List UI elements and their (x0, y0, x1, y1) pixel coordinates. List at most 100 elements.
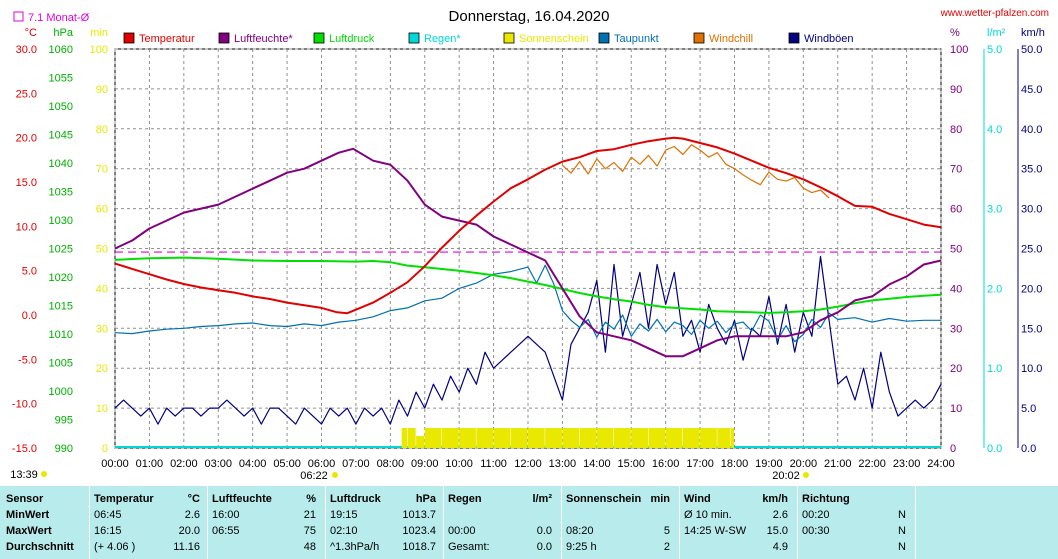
stats-cell: N (898, 541, 906, 553)
stats-header-row: Wind km/h (684, 491, 788, 507)
series-sonnenschein-bar (459, 428, 476, 448)
stats-cell: Ø 10 min. (684, 509, 732, 521)
x-tick-label: 06:00 (308, 458, 336, 470)
stats-cell: ^1.3hPa/h (330, 541, 380, 553)
temp-axis-tick: 20.0 (16, 133, 37, 145)
stats-header-row: Luftfeuchte% (212, 491, 316, 507)
stats-row (448, 507, 552, 523)
x-tick-label: 23:00 (893, 458, 921, 470)
stats-cell: 08:20 (566, 525, 594, 537)
temp-axis-unit: °C (25, 27, 37, 39)
stats-separator (679, 486, 680, 559)
stats-column: Sensor MinWert MaxWert Durchschnitt (6, 491, 88, 555)
series-sonnenschein-bar (407, 428, 416, 448)
stats-row: 16:15 20.0 (94, 523, 200, 539)
stats-cell: MinWert (6, 509, 50, 521)
rain-axis-tick: 4.0 (987, 124, 1002, 136)
series-sonnenschein-bar (731, 428, 734, 448)
stats-row: N (802, 539, 906, 555)
sunrise-icon (332, 472, 338, 478)
stats-cell: 06:45 (94, 509, 122, 521)
series-taupunkt-line (114, 264, 941, 343)
x-tick-label: 14:00 (583, 458, 611, 470)
stats-row: 08:20 5 (566, 523, 670, 539)
legend-label: Windböen (804, 33, 854, 45)
stats-row: 06:55 75 (212, 523, 316, 539)
stats-cell: Temperatur (94, 493, 154, 505)
wind-axis-tick: 25.0 (1021, 244, 1042, 256)
stats-header-row: Sensor (6, 491, 88, 507)
wind-axis-tick: 30.0 (1021, 204, 1042, 216)
stats-cell: N (898, 509, 906, 521)
stats-cell: Richtung (802, 493, 850, 505)
stats-cell: 2 (663, 541, 670, 553)
stats-cell (802, 539, 872, 555)
legend-label: Luftdruck (329, 33, 375, 45)
humidity-axis-tick: 30 (950, 323, 962, 335)
x-tick-label: 01:00 (136, 458, 164, 470)
sunset-label: 20:02 (772, 470, 800, 482)
stats-header-row: Regen l/m² (448, 491, 552, 507)
stats-separator (915, 486, 916, 559)
series-sonnenschein-bar (631, 428, 648, 448)
x-tick-label: 07:00 (342, 458, 370, 470)
humidity-axis-tick: 50 (950, 244, 962, 256)
rain-axis-unit: l/m² (987, 27, 1006, 39)
legend-label: Luftfeuchte* (234, 33, 293, 45)
stats-column: Regen l/m² 00:00 0.0 Gesamt: 0.0 (448, 491, 552, 555)
sun-axis-tick: 100 (90, 44, 108, 56)
stats-cell: Luftfeuchte (212, 493, 272, 505)
chart-title: Donnerstag, 16.04.2020 (449, 8, 610, 25)
wind-axis-tick: 40.0 (1021, 124, 1042, 136)
stats-cell: 00:20 (802, 509, 830, 521)
humidity-axis-tick: 20 (950, 363, 962, 375)
humidity-axis-tick: 70 (950, 164, 962, 176)
stats-row: MaxWert (6, 523, 88, 539)
stats-column: Temperatur °C 06:45 2.6 16:15 20.0 (+ 4.06 ) 11… (94, 491, 200, 555)
stats-header-row: Luftdruck hPa (330, 491, 436, 507)
stats-cell (508, 507, 552, 523)
stats-separator (797, 486, 798, 559)
stats-cell: km/h (762, 493, 788, 505)
stats-cell: Sonnenschein (566, 493, 642, 505)
stats-header-row: Sonnenschein min (566, 491, 670, 507)
temp-axis-tick: 30.0 (16, 44, 37, 56)
series-sonnenschein-bar (476, 428, 494, 448)
sun-axis-tick: 40 (96, 283, 108, 295)
stats-separator (89, 486, 90, 559)
pressure-axis-unit: hPa (53, 27, 73, 39)
x-tick-label: 20:00 (790, 458, 818, 470)
sun-axis-tick: 50 (96, 244, 108, 256)
humidity-axis-tick: 0 (950, 443, 956, 455)
stats-cell: 00:00 (448, 525, 476, 537)
sun-axis-tick: 20 (96, 363, 108, 375)
stats-cell: (+ 4.06 ) (94, 541, 136, 553)
pressure-axis-tick: 995 (55, 415, 73, 427)
rain-axis-tick: 2.0 (987, 283, 1002, 295)
series-sonnenschein-bar (579, 428, 597, 448)
temp-axis-tick: 15.0 (16, 177, 37, 189)
temp-axis-tick: 5.0 (22, 266, 37, 278)
stats-cell: 1023.4 (402, 525, 436, 537)
pressure-axis-tick: 1045 (49, 130, 73, 142)
pressure-axis-tick: 1020 (49, 272, 73, 284)
x-tick-label: 22:00 (858, 458, 886, 470)
series-sonnenschein-bar (401, 428, 408, 448)
stats-cell: 2.6 (184, 509, 200, 521)
series-sonnenschein-bar (648, 428, 666, 448)
x-tick-label: 00:00 (101, 458, 129, 470)
series-luftfeuchte-line (114, 147, 942, 358)
stats-separator (443, 486, 444, 559)
stats-cell: min (650, 493, 670, 505)
x-tick-label: 24:00 (927, 458, 955, 470)
x-tick-label: 21:00 (824, 458, 852, 470)
stats-row: 00:30 N (802, 523, 906, 539)
sunset-icon (803, 472, 809, 478)
legend-label: Regen* (424, 33, 461, 45)
sun-axis-tick: 90 (96, 84, 108, 96)
wind-axis-tick: 5.0 (1021, 403, 1036, 415)
series-sonnenschein-bar (614, 428, 631, 448)
site-url: www.wetter-pfalzen.com (940, 8, 1049, 19)
stats-row: (+ 4.06 ) 11.16 (94, 539, 200, 555)
stats-separator (325, 486, 326, 559)
